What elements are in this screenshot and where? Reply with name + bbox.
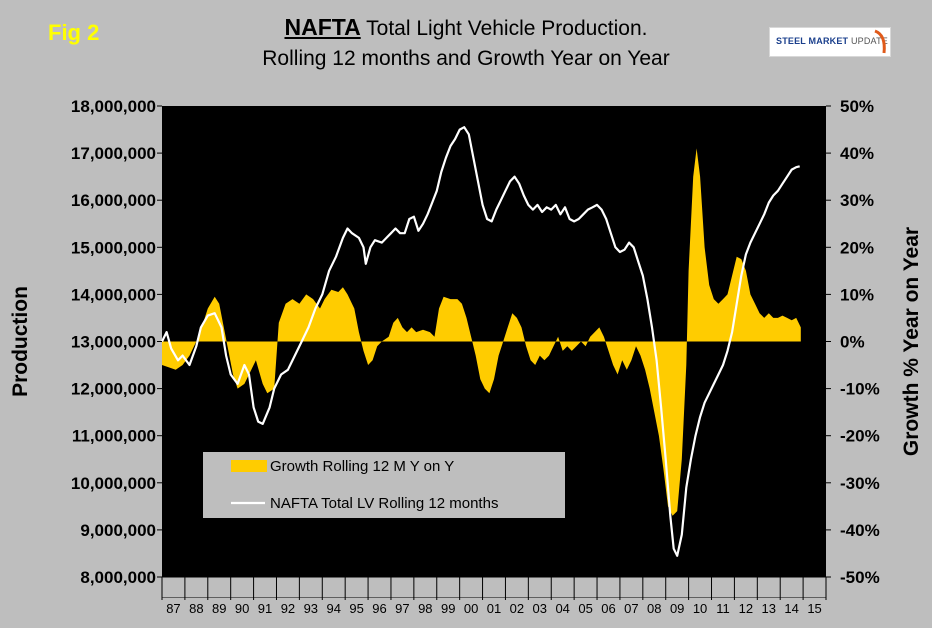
left-tick-label: 13,000,000 [71, 333, 156, 352]
x-tick-label: 12 [739, 601, 753, 616]
right-tick-label: -20% [840, 427, 880, 446]
x-tick-label: 92 [281, 601, 295, 616]
x-tick-label: 89 [212, 601, 226, 616]
chart-subtitle: Rolling 12 months and Growth Year on Yea… [262, 47, 670, 70]
production-line-series [161, 126, 800, 557]
left-axis-title: Production [9, 286, 32, 397]
x-tick-label: 01 [487, 601, 501, 616]
right-tick-label: 40% [840, 144, 874, 163]
x-tick-label: 07 [624, 601, 638, 616]
x-tick-label: 04 [555, 601, 569, 616]
right-axis-title: Growth % Year on Year [900, 227, 923, 456]
x-tick-label: 10 [693, 601, 707, 616]
x-tick-label: 00 [464, 601, 478, 616]
right-tick-label: -10% [840, 380, 880, 399]
x-tick-label: 14 [784, 601, 798, 616]
x-tick-label: 93 [304, 601, 318, 616]
right-tick-label: -40% [840, 521, 880, 540]
figure-label: Fig 2 [48, 20, 100, 45]
x-tick-label: 99 [441, 601, 455, 616]
x-tick-label: 06 [601, 601, 615, 616]
right-tick-label: -50% [840, 568, 880, 587]
x-tick-label: 97 [395, 601, 409, 616]
legend-label-production: NAFTA Total LV Rolling 12 months [270, 495, 498, 512]
right-tick-label: 50% [840, 97, 874, 116]
steel-market-update-logo: STEEL MARKET UPDATE [769, 27, 891, 57]
x-tick-label: 15 [807, 601, 821, 616]
x-tick-label: 90 [235, 601, 249, 616]
x-tick-label: 91 [258, 601, 272, 616]
x-tick-label: 09 [670, 601, 684, 616]
x-tick-label: 94 [326, 601, 340, 616]
x-tick-label: 08 [647, 601, 661, 616]
chart-title: NAFTA Total Light Vehicle Production. [0, 14, 932, 41]
logo-suffix: UPDATE [850, 36, 888, 46]
x-tick-label: 03 [533, 601, 547, 616]
x-tick-label: 95 [349, 601, 363, 616]
growth-area-series [162, 148, 801, 516]
left-tick-label: 8,000,000 [80, 568, 156, 587]
left-tick-label: 16,000,000 [71, 191, 156, 210]
x-tick-label: 02 [510, 601, 524, 616]
right-tick-label: 0% [840, 333, 865, 352]
x-tick-label: 98 [418, 601, 432, 616]
left-tick-label: 11,000,000 [72, 427, 156, 446]
logo-swoosh-icon [874, 29, 886, 54]
x-tick-label: 87 [166, 601, 180, 616]
left-tick-label: 9,000,000 [80, 521, 156, 540]
logo-text: STEEL MARKET UPDATE [776, 36, 888, 46]
x-tick-label: 05 [578, 601, 592, 616]
left-tick-label: 12,000,000 [71, 380, 156, 399]
right-tick-label: 10% [840, 285, 874, 304]
x-tick-label: 96 [372, 601, 386, 616]
right-tick-label: 20% [840, 238, 874, 257]
chart-title-rest: Total Light Vehicle Production. [360, 17, 648, 40]
left-tick-label: 17,000,000 [71, 144, 156, 163]
right-tick-label: 30% [840, 191, 874, 210]
x-tick-label: 11 [716, 601, 730, 616]
left-tick-label: 14,000,000 [71, 285, 156, 304]
left-tick-label: 15,000,000 [71, 238, 156, 257]
left-tick-label: 18,000,000 [71, 97, 156, 116]
x-axis-baseline [162, 597, 826, 598]
legend-swatch-growth [231, 460, 267, 472]
x-tick-label: 13 [762, 601, 776, 616]
legend-label-growth: Growth Rolling 12 M Y on Y [270, 458, 454, 475]
x-tick-label: 88 [189, 601, 203, 616]
chart-title-bold: NAFTA [284, 14, 361, 40]
left-tick-label: 10,000,000 [71, 474, 156, 493]
right-tick-label: -30% [840, 474, 880, 493]
logo-brand: STEEL MARKET [776, 36, 849, 46]
